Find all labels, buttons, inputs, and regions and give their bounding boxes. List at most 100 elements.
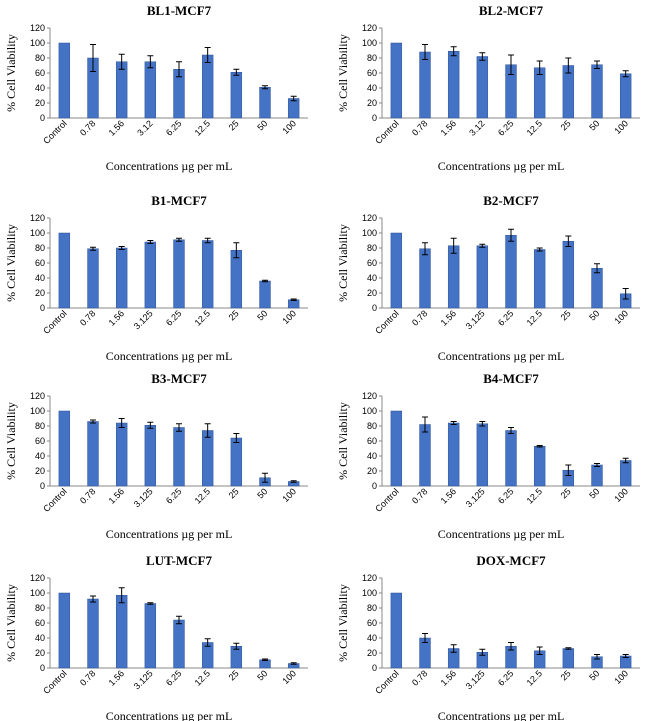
bar-6.25	[505, 235, 517, 309]
x-tick-label: 100	[612, 118, 630, 136]
y-tick-label: 80	[367, 421, 377, 431]
bar-0.78	[419, 424, 431, 487]
y-tick-label: 100	[30, 406, 45, 416]
x-tick-label: Control	[41, 308, 69, 336]
y-axis-label: % Cell Viability	[336, 34, 350, 112]
x-tick-label: 25	[227, 486, 241, 500]
bar-control	[390, 410, 403, 487]
y-tick-label: 80	[35, 243, 45, 253]
y-tick-label: 0	[40, 481, 45, 491]
bar-25	[562, 648, 575, 669]
chart-title: DOX-MCF7	[476, 553, 546, 568]
x-tick-label: 3.125	[464, 308, 487, 331]
bar-control	[58, 42, 71, 119]
x-tick-label: 100	[280, 118, 298, 136]
x-tick-label: 50	[255, 486, 269, 500]
y-tick-label: 20	[35, 98, 45, 108]
chart-panel-b1-mcf7: B1-MCF7 0 20 40 60 80 100 120 % Cell Viability Co…	[4, 193, 308, 363]
y-tick-label: 100	[30, 588, 45, 598]
x-axis-label: Concentrations µg per mL	[438, 349, 565, 363]
bar-100	[619, 73, 632, 119]
x-tick-label: 50	[587, 486, 601, 500]
x-tick-label: 6.25	[496, 308, 515, 327]
x-tick-label: 100	[612, 308, 630, 326]
x-tick-label: 3.125	[132, 486, 155, 509]
chart-title: B3-MCF7	[151, 371, 207, 386]
bar-100	[287, 98, 300, 119]
x-tick-label: 50	[255, 308, 269, 322]
bar-100	[619, 460, 632, 487]
x-tick-label: 6.25	[496, 118, 515, 137]
bar-12.5	[201, 240, 214, 309]
x-tick-label: 25	[559, 118, 573, 132]
x-tick-label: 3.125	[132, 668, 155, 691]
y-tick-label: 40	[367, 451, 377, 461]
x-tick-label: 0.78	[410, 486, 429, 505]
x-tick-label: 0.78	[410, 118, 429, 137]
bar-12.5	[533, 446, 546, 487]
x-tick-label: 25	[559, 486, 573, 500]
x-tick-label: 12.5	[525, 308, 544, 327]
x-axis-label: Concentrations µg per mL	[438, 527, 565, 541]
y-tick-label: 40	[367, 273, 377, 283]
x-tick-label: 0.78	[78, 308, 97, 327]
x-tick-label: 6.25	[496, 668, 515, 687]
y-tick-label: 80	[35, 603, 45, 613]
x-tick-label: 0.78	[78, 668, 97, 687]
y-tick-label: 40	[35, 273, 45, 283]
y-tick-label: 120	[30, 391, 45, 401]
bar-25	[562, 241, 575, 309]
x-tick-label: Control	[373, 486, 401, 514]
x-tick-label: Control	[41, 486, 69, 514]
y-tick-label: 80	[367, 243, 377, 253]
bar-3.125	[144, 603, 157, 669]
y-tick-label: 120	[30, 573, 45, 583]
x-tick-label: 3.125	[464, 668, 487, 691]
y-tick-label: 80	[35, 421, 45, 431]
x-tick-label: 1.56	[439, 118, 458, 137]
y-tick-label: 0	[40, 663, 45, 673]
bar-0.78	[87, 598, 99, 669]
y-tick-label: 0	[372, 663, 377, 673]
x-tick-label: 0.78	[410, 668, 429, 687]
y-tick-label: 0	[372, 303, 377, 313]
y-tick-label: 40	[35, 633, 45, 643]
bar-50	[591, 464, 603, 487]
x-tick-label: 1.56	[107, 486, 126, 505]
y-axis-label: % Cell Viability	[336, 402, 350, 480]
bar-6.25	[173, 619, 185, 669]
y-tick-label: 120	[362, 573, 377, 583]
x-tick-label: 100	[612, 668, 630, 686]
x-tick-label: 25	[227, 308, 241, 322]
y-tick-label: 60	[35, 618, 45, 628]
y-tick-label: 20	[35, 288, 45, 298]
bar-50	[259, 280, 271, 309]
x-tick-label: 50	[255, 118, 269, 132]
chart-title: B4-MCF7	[483, 371, 539, 386]
bar-25	[230, 72, 243, 119]
bar-control	[390, 42, 403, 119]
y-tick-label: 100	[362, 228, 377, 238]
chart-title: LUT-MCF7	[146, 553, 212, 568]
bar-1.56	[115, 595, 128, 669]
bar-12.5	[533, 249, 546, 309]
bar-3.125	[144, 241, 157, 309]
x-tick-label: Control	[373, 118, 401, 146]
x-tick-label: 3.125	[132, 308, 155, 331]
y-tick-label: 0	[40, 113, 45, 123]
x-tick-label: 3.12	[467, 118, 486, 137]
bar-control	[58, 592, 71, 669]
x-tick-label: 100	[280, 668, 298, 686]
bar-control	[390, 232, 403, 309]
bar-1.56	[447, 51, 460, 119]
y-tick-label: 120	[30, 23, 45, 33]
x-tick-label: 6.25	[164, 308, 183, 327]
x-tick-label: 100	[280, 308, 298, 326]
x-tick-label: 6.25	[164, 668, 183, 687]
y-tick-label: 20	[35, 466, 45, 476]
bar-12.5	[201, 430, 214, 487]
y-tick-label: 120	[30, 213, 45, 223]
bar-control	[58, 232, 71, 309]
y-tick-label: 80	[35, 53, 45, 63]
x-tick-label: 1.56	[439, 486, 458, 505]
